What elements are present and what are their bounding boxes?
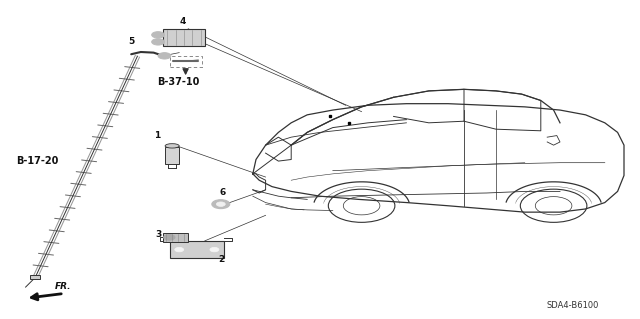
Bar	[163, 233, 188, 242]
Circle shape	[158, 53, 171, 59]
Bar	[163, 29, 205, 46]
Bar	[170, 56, 202, 67]
Text: SDA4-B6100: SDA4-B6100	[547, 301, 599, 310]
Text: 6: 6	[220, 188, 226, 197]
Text: FR.: FR.	[54, 282, 71, 291]
Circle shape	[164, 234, 175, 240]
Text: 5: 5	[128, 37, 134, 46]
Circle shape	[175, 248, 184, 252]
Text: 2: 2	[218, 255, 225, 264]
Bar	[165, 147, 179, 164]
Circle shape	[152, 32, 164, 38]
Bar	[170, 241, 224, 258]
Text: B-37-10: B-37-10	[157, 77, 199, 86]
Text: B-17-20: B-17-20	[16, 156, 58, 166]
Text: 1: 1	[154, 131, 161, 140]
Text: 4: 4	[179, 17, 186, 26]
Circle shape	[210, 248, 219, 252]
Circle shape	[212, 200, 230, 209]
Circle shape	[152, 39, 164, 45]
FancyBboxPatch shape	[30, 275, 40, 279]
Text: 3: 3	[155, 230, 161, 239]
Circle shape	[216, 202, 225, 206]
Ellipse shape	[165, 144, 179, 148]
